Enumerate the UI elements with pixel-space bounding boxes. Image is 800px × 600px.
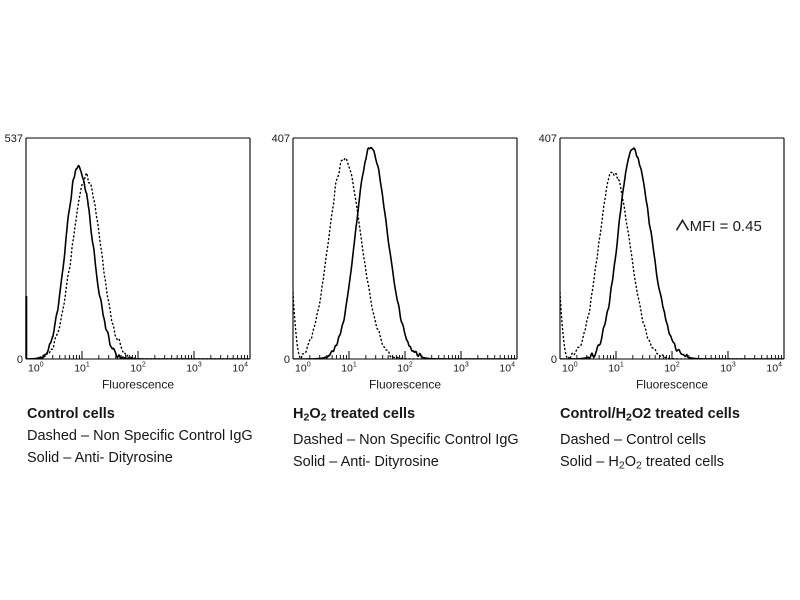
svg-text:407: 407: [272, 133, 290, 145]
svg-text:103: 103: [186, 362, 202, 375]
svg-text:101: 101: [341, 362, 357, 375]
svg-text:103: 103: [720, 362, 736, 375]
svg-text:Fluorescence: Fluorescence: [369, 378, 441, 392]
svg-text:407: 407: [539, 133, 557, 145]
svg-text:0: 0: [17, 354, 23, 366]
svg-text:MFI = 0.45: MFI = 0.45: [690, 218, 762, 235]
svg-text:102: 102: [397, 362, 413, 375]
svg-text:537: 537: [5, 133, 23, 145]
svg-text:100: 100: [295, 362, 311, 375]
svg-text:102: 102: [664, 362, 680, 375]
svg-text:Fluorescence: Fluorescence: [102, 378, 174, 392]
svg-text:Fluorescence: Fluorescence: [636, 378, 708, 392]
svg-text:101: 101: [74, 362, 90, 375]
svg-text:104: 104: [766, 362, 782, 375]
svg-text:100: 100: [562, 362, 578, 375]
svg-text:0: 0: [551, 354, 557, 366]
svg-text:102: 102: [130, 362, 146, 375]
svg-text:0: 0: [284, 354, 290, 366]
svg-text:104: 104: [232, 362, 248, 375]
svg-text:103: 103: [453, 362, 469, 375]
svg-text:100: 100: [28, 362, 44, 375]
svg-text:101: 101: [608, 362, 624, 375]
svg-text:104: 104: [499, 362, 515, 375]
